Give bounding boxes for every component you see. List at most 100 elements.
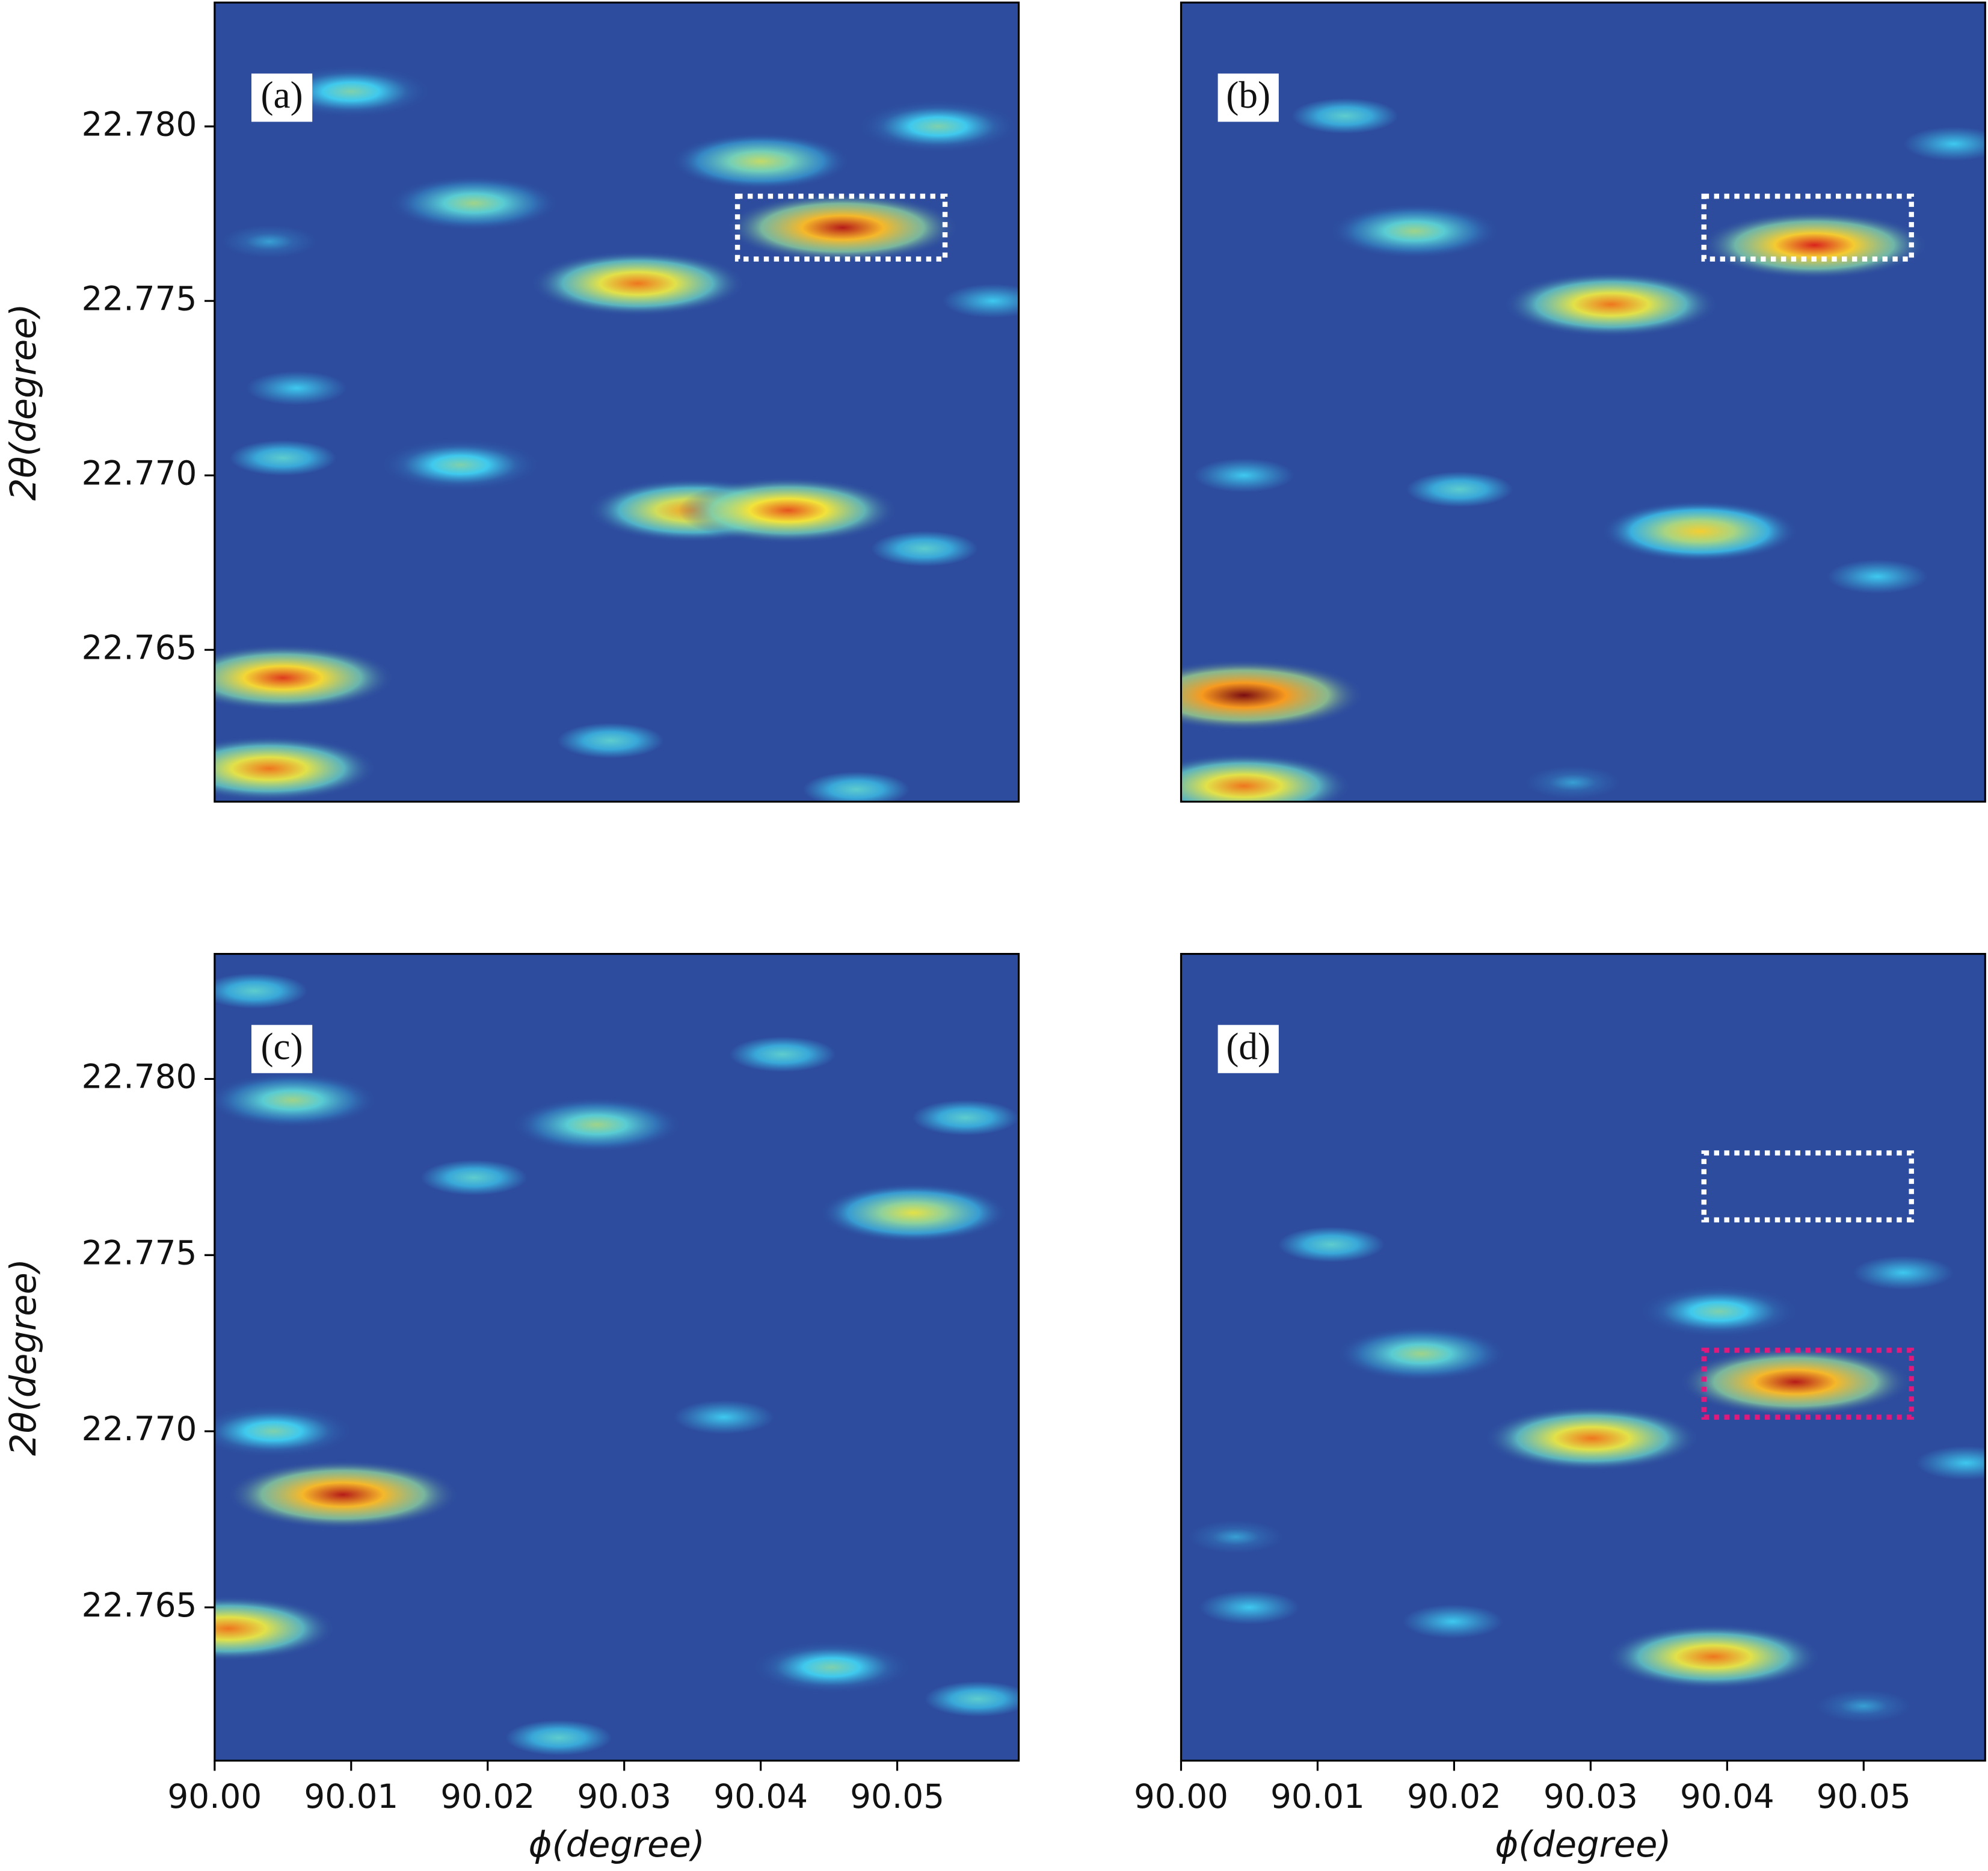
x-tick-label: 90.02 [440,1777,535,1816]
peak [1796,1683,1931,1730]
panel-label-box [1217,73,1279,122]
highlight-box [1701,1150,1914,1222]
peak [857,100,1019,153]
peak [482,1712,635,1761]
y-tick-label: 22.770 [82,1410,197,1448]
heatmap-background [214,954,1019,1761]
plot-frame [214,1,1020,803]
peak [780,764,933,802]
panel-label: (c) [260,1025,303,1067]
plot-frame [1180,952,1986,1762]
x-tick-label: 90.05 [1817,1777,1911,1816]
panel-label-box [1217,1025,1279,1073]
peak [1894,1438,1986,1488]
panel-label-box [251,73,313,122]
y-axis-label: 2θ(degree) [2,303,44,501]
y-tick-label: 22.765 [82,628,197,667]
panel-label: (d) [1226,1025,1270,1067]
peak [389,176,559,231]
panel-label-box [251,1025,313,1073]
x-axis-label: ϕ(degree) [529,1823,705,1865]
peak [902,1673,1019,1725]
peak [1381,1597,1525,1646]
panel-label: (b) [1226,74,1270,116]
peak [224,363,369,413]
x-tick-label: 90.05 [850,1777,944,1816]
heatmap [1181,954,1986,1761]
heatmap [214,954,1019,1761]
peak [1679,1347,1912,1417]
y-tick-label: 22.780 [82,105,197,143]
highlight-box [1701,193,1914,262]
peak [1485,1405,1699,1471]
peak [1255,1219,1408,1270]
x-tick-label: 90.03 [577,1777,671,1816]
peak [921,276,1019,325]
peak [1882,119,1986,168]
y-tick-label: 22.765 [82,1586,197,1624]
peak [214,1073,378,1128]
heatmap [1181,2,1986,802]
peak [227,1460,460,1529]
peak [1601,501,1799,562]
peak [1606,1624,1821,1689]
peak [1181,659,1365,731]
peak [1506,759,1640,802]
peak [1181,1583,1322,1632]
peak [214,1405,354,1458]
peak [531,251,745,316]
peak [819,1183,1008,1242]
plot-frame [214,952,1020,1762]
peak [1181,1513,1303,1561]
peak [214,736,377,801]
peak [1181,753,1352,802]
plot-frame [1180,1,1986,803]
heatmap [214,2,1019,802]
peak [214,1596,336,1661]
x-tick-label: 90.00 [167,1777,262,1816]
peak [889,1092,1019,1144]
peak [214,218,337,265]
peak [726,193,959,262]
peak [1638,1285,1800,1338]
peak [214,433,359,484]
peak [1701,211,1928,279]
x-tick-label: 90.03 [1543,1777,1638,1816]
peak [671,132,851,190]
highlight-box [1701,1348,1914,1420]
x-tick-label: 90.02 [1407,1777,1501,1816]
highlight-box [734,193,948,262]
peak [1805,552,1950,601]
peak [398,1152,550,1203]
peak [512,1097,682,1153]
peak [534,715,687,766]
peak [1181,451,1316,500]
x-tick-label: 90.01 [1270,1777,1365,1816]
peak [751,1641,912,1694]
peak [1504,271,1719,337]
peak [1269,90,1421,141]
peak [848,523,1001,575]
peak [1383,464,1536,515]
x-tick-label: 90.01 [304,1777,398,1816]
peak [1329,203,1500,259]
peak [652,1393,796,1442]
peak [706,1029,859,1080]
peak [214,965,331,1017]
peak [214,644,395,712]
y-tick-label: 22.770 [82,454,197,492]
x-tick-label: 90.04 [713,1777,808,1816]
peak [1336,1326,1507,1381]
y-tick-label: 22.775 [82,1233,197,1272]
peak [1831,1248,1975,1298]
x-tick-label: 90.04 [1680,1777,1774,1816]
y-axis-label: 2θ(degree) [2,1259,44,1456]
x-axis-label: ϕ(degree) [1495,1823,1671,1865]
peak [678,477,898,544]
y-tick-label: 22.775 [82,279,197,318]
peak [380,438,541,492]
y-tick-label: 22.780 [82,1058,197,1096]
x-tick-label: 90.00 [1134,1777,1228,1816]
